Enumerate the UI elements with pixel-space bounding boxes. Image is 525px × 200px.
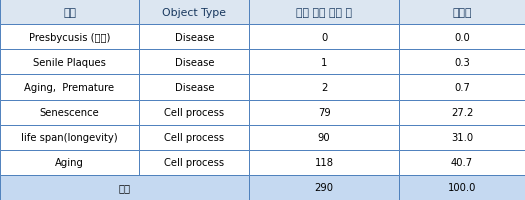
- Bar: [249, 100, 399, 125]
- Bar: [399, 25, 525, 50]
- Text: Cell process: Cell process: [164, 108, 224, 117]
- Text: Disease: Disease: [174, 58, 214, 67]
- Bar: [399, 75, 525, 100]
- Text: 40.7: 40.7: [451, 158, 473, 167]
- Text: 0.3: 0.3: [454, 58, 470, 67]
- Text: 118: 118: [314, 158, 334, 167]
- Bar: [399, 50, 525, 75]
- Text: Object Type: Object Type: [162, 8, 226, 17]
- Bar: [139, 150, 249, 175]
- Bar: [139, 50, 249, 75]
- Text: Disease: Disease: [174, 33, 214, 42]
- Bar: [399, 150, 525, 175]
- Bar: [399, 125, 525, 150]
- Text: Senescence: Senescence: [40, 108, 99, 117]
- Bar: [249, 50, 399, 75]
- Text: 79: 79: [318, 108, 331, 117]
- Bar: [0, 175, 249, 200]
- Text: 주요 타겟 물질 수: 주요 타겟 물질 수: [296, 8, 352, 17]
- Text: 27.2: 27.2: [451, 108, 473, 117]
- Text: Cell process: Cell process: [164, 158, 224, 167]
- Text: Presbycusis (난청): Presbycusis (난청): [29, 33, 110, 42]
- Bar: [249, 0, 399, 25]
- Bar: [139, 0, 249, 25]
- Text: 90: 90: [318, 133, 331, 142]
- Text: 31.0: 31.0: [451, 133, 473, 142]
- Text: 290: 290: [314, 183, 334, 192]
- Bar: [139, 100, 249, 125]
- Bar: [249, 150, 399, 175]
- Bar: [399, 100, 525, 125]
- Text: 1: 1: [321, 58, 328, 67]
- Bar: [249, 125, 399, 150]
- Text: life span(longevity): life span(longevity): [21, 133, 118, 142]
- Text: 0.0: 0.0: [454, 33, 470, 42]
- Text: 총계: 총계: [119, 183, 131, 192]
- Bar: [249, 175, 399, 200]
- Text: 구분: 구분: [63, 8, 76, 17]
- Text: Aging,  Premature: Aging, Premature: [25, 83, 114, 92]
- Bar: [249, 25, 399, 50]
- Bar: [0, 50, 139, 75]
- Bar: [249, 75, 399, 100]
- Text: 2: 2: [321, 83, 328, 92]
- Text: 0: 0: [321, 33, 327, 42]
- Bar: [139, 25, 249, 50]
- Bar: [0, 100, 139, 125]
- Text: Cell process: Cell process: [164, 133, 224, 142]
- Text: 0.7: 0.7: [454, 83, 470, 92]
- Bar: [0, 150, 139, 175]
- Bar: [0, 25, 139, 50]
- Bar: [0, 0, 139, 25]
- Text: 백분율: 백분율: [452, 8, 472, 17]
- Bar: [139, 125, 249, 150]
- Text: Aging: Aging: [55, 158, 84, 167]
- Bar: [0, 125, 139, 150]
- Bar: [399, 0, 525, 25]
- Text: Senile Plaques: Senile Plaques: [33, 58, 106, 67]
- Text: 100.0: 100.0: [448, 183, 476, 192]
- Bar: [139, 75, 249, 100]
- Text: Disease: Disease: [174, 83, 214, 92]
- Bar: [0, 75, 139, 100]
- Bar: [399, 175, 525, 200]
